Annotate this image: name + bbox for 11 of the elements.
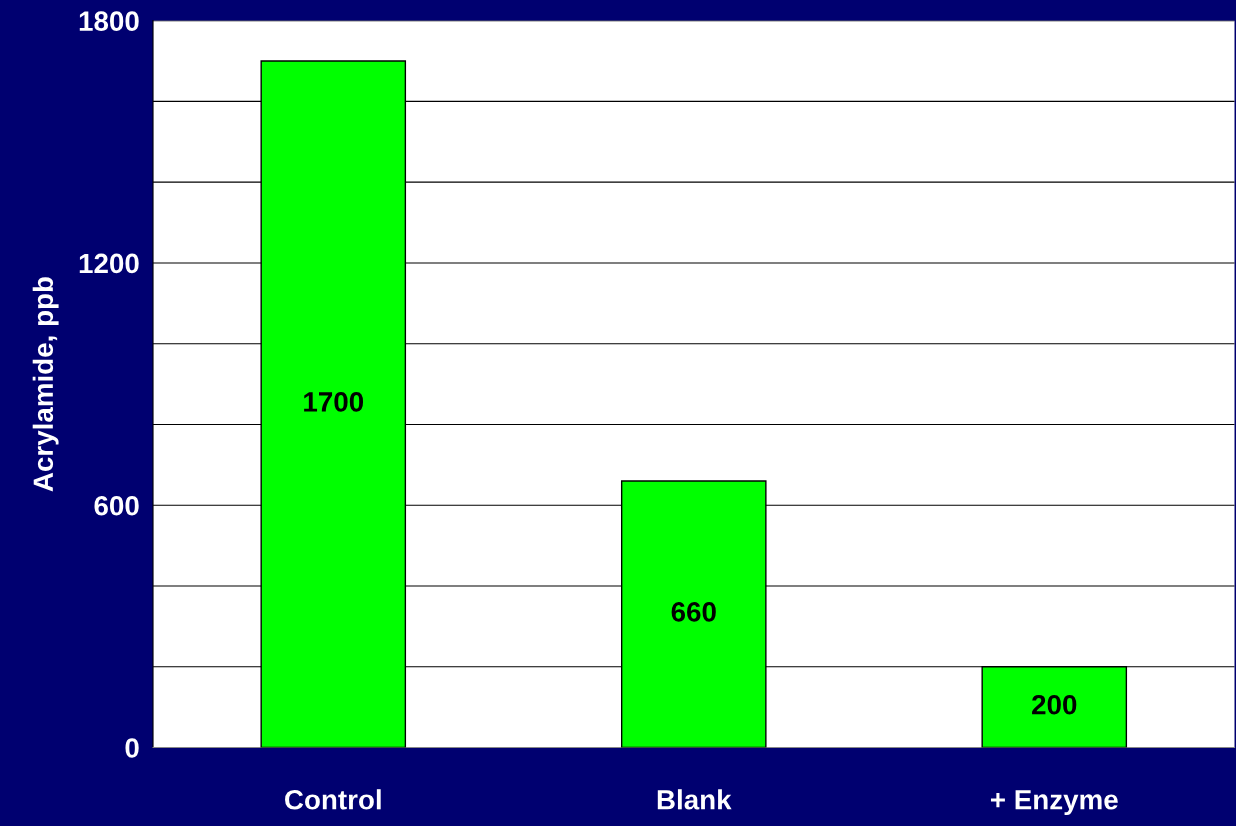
data-label: 1700 (304, 392, 364, 412)
y-tick-label: 1200 (79, 253, 139, 274)
y-tick-label: 600 (94, 495, 139, 516)
y-tick-label: 0 (125, 738, 139, 758)
x-tick-label: + Enzyme (990, 790, 1118, 816)
y-axis-title: Acrylamide, ppb (32, 277, 59, 492)
data-label: 200 (1032, 694, 1077, 715)
x-tick-label: Control (285, 789, 381, 810)
x-tick-label: Blank (657, 789, 732, 810)
y-tick-label: 1800 (79, 11, 139, 31)
data-label: 660 (671, 602, 716, 622)
